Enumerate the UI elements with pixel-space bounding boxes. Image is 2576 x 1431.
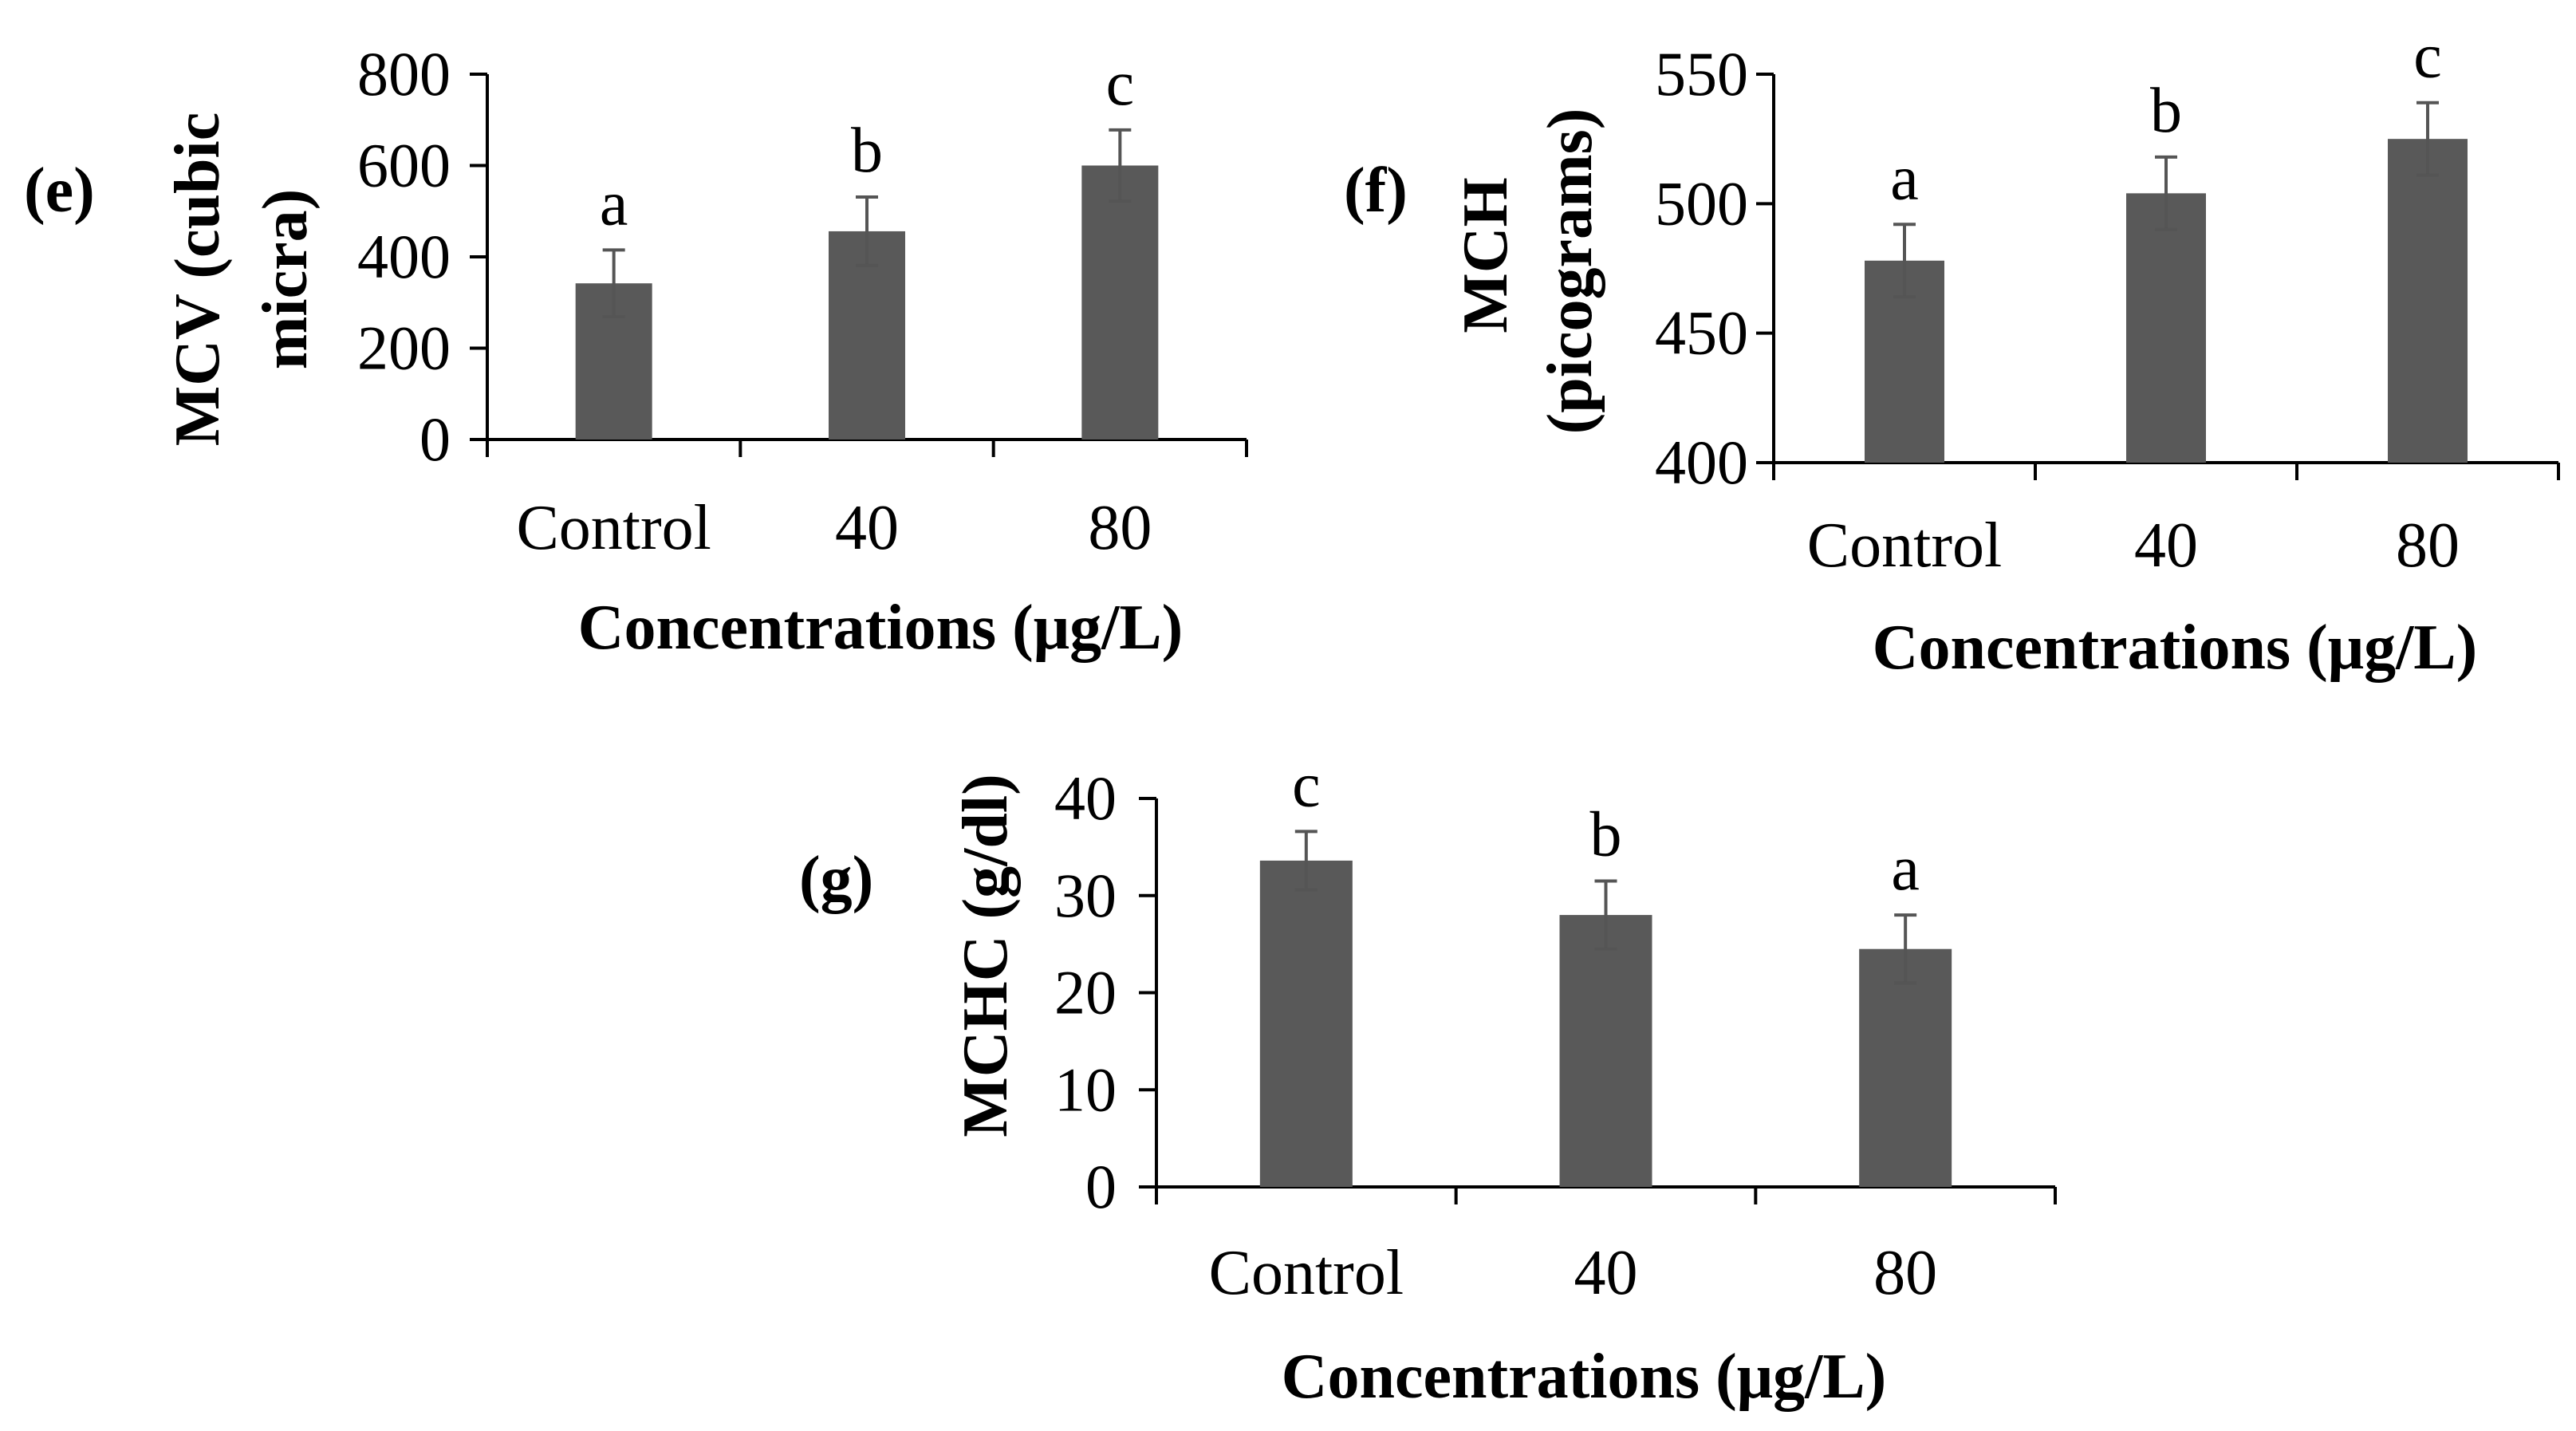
panel-g-label: (g) — [799, 844, 873, 914]
panel-f-plot: 400 450 500 550 a Control b 40 c 80 — [1655, 22, 2560, 581]
panel-f-ylabel-line1: MCH — [1451, 177, 1521, 333]
panel-e-ylabel-line1: MCV (cubic — [163, 112, 233, 446]
y-tick-label: 500 — [1655, 168, 1748, 238]
panel-e-plot: 0 200 400 600 800 a Control b 40 c 80 — [357, 39, 1248, 563]
y-tick-label: 450 — [1655, 298, 1748, 368]
x-category-label: 80 — [1873, 1238, 1937, 1308]
panel-g-ylabel: MCHC (g/dl) — [951, 774, 1021, 1137]
y-tick-label: 800 — [357, 39, 451, 108]
x-category-label: Control — [1807, 511, 2002, 581]
x-category-label: 80 — [1088, 493, 1152, 563]
panel-e: (e) MCV (cubic micra) Concentrations (μg… — [24, 39, 1248, 663]
y-tick-label: 400 — [357, 222, 451, 291]
y-tick-label: 200 — [357, 313, 451, 383]
x-category-label: 40 — [2134, 511, 2198, 581]
y-tick-label: 550 — [1655, 39, 1748, 108]
y-tick-label: 0 — [1085, 1152, 1117, 1221]
panel-e-label: (e) — [24, 156, 95, 226]
bar-40 — [1559, 915, 1652, 1187]
x-category-label: 40 — [835, 493, 899, 563]
y-tick-label: 30 — [1054, 861, 1117, 930]
x-category-label: Control — [1209, 1238, 1404, 1308]
significance-label: c — [2413, 22, 2442, 92]
panel-e-ylabel-line2: micra) — [250, 189, 321, 370]
y-tick-label: 10 — [1054, 1055, 1117, 1124]
significance-label: a — [1891, 834, 1920, 904]
panel-g: (g) MCHC (g/dl) Concentrations (μg/L) 0 1… — [799, 750, 2057, 1412]
y-tick-label: 20 — [1054, 958, 1117, 1027]
panel-e-xlabel: Concentrations (μg/L) — [578, 593, 1184, 663]
panel-f-ylabel-line2: (picograms) — [1535, 108, 1605, 435]
x-category-label: Control — [516, 493, 711, 563]
significance-label: b — [2150, 76, 2182, 146]
panel-g-xlabel: Concentrations (μg/L) — [1282, 1342, 1887, 1412]
y-tick-label: 600 — [357, 131, 451, 200]
y-tick-label: 40 — [1054, 763, 1117, 833]
y-tick-label: 400 — [1655, 428, 1748, 497]
panel-f: (f) MCH (picograms) Concentrations (μg/L… — [1344, 22, 2560, 683]
panel-g-plot: 0 10 20 30 40 c Control b 40 a 80 — [1054, 750, 2057, 1308]
significance-label: b — [1590, 799, 1622, 869]
bar-40 — [2126, 193, 2206, 463]
panel-f-label: (f) — [1344, 156, 1408, 226]
significance-label: c — [1106, 49, 1135, 119]
significance-label: a — [1890, 143, 1919, 213]
significance-label: b — [851, 116, 883, 186]
bar-80 — [1081, 165, 1159, 440]
x-category-label: 80 — [2396, 511, 2460, 581]
significance-label: a — [600, 168, 628, 238]
bar-80 — [1859, 948, 1952, 1187]
bar-80 — [2388, 139, 2468, 463]
significance-label: c — [1292, 750, 1321, 820]
bar-control — [1259, 860, 1353, 1187]
y-tick-label: 0 — [419, 404, 451, 474]
panel-f-xlabel: Concentrations (μg/L) — [1873, 613, 2478, 683]
x-category-label: 40 — [1574, 1238, 1638, 1308]
